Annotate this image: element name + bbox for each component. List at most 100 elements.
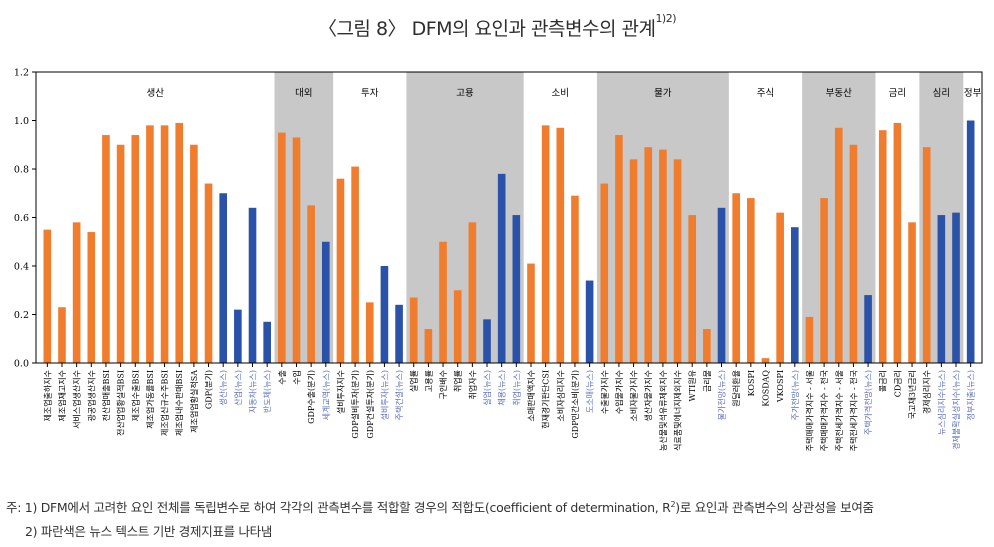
bar-16 — [278, 132, 286, 363]
bar-21 — [351, 166, 359, 363]
bar-26 — [424, 329, 433, 363]
bar-6 — [131, 135, 140, 363]
x-tick-label-61: 뉴스심리지수(뉴스) — [936, 370, 946, 435]
bar-63 — [966, 120, 975, 363]
bar-45 — [703, 329, 711, 363]
bar-28 — [453, 290, 462, 363]
x-tick-label-29: 취업자수 — [468, 370, 477, 399]
x-tick-label-21: GDP설비투자(분기) — [350, 370, 360, 439]
x-tick-label-23: 설비투자(뉴스) — [379, 370, 389, 420]
bar-0 — [43, 229, 52, 363]
group-label-4: 소비 — [552, 88, 569, 99]
x-tick-label-47: 원달러환율 — [731, 370, 741, 407]
x-tick-label-7: 제조업가동률BSI — [146, 370, 155, 429]
bar-38 — [600, 183, 609, 363]
bar-31 — [497, 173, 506, 363]
bar-27 — [439, 241, 447, 363]
x-tick-label-41: 생산자물가지수 — [643, 370, 653, 422]
bar-56 — [864, 295, 872, 363]
bar-51 — [790, 227, 799, 363]
x-tick-label-26: 고용률 — [424, 370, 433, 392]
bar-20 — [336, 178, 345, 363]
x-tick-label-43: 식료품및에너지제외지수 — [673, 370, 683, 451]
x-tick-label-51: 주가전망(뉴스) — [790, 370, 800, 420]
bar-61 — [937, 215, 946, 363]
x-tick-label-52: 주택매매가격지수 - 서울 — [804, 370, 814, 451]
x-tick-label-56: 주택가격전망(뉴스) — [863, 370, 873, 435]
x-tick-label-57: 콜금리 — [879, 370, 888, 392]
bar-14 — [248, 207, 257, 363]
x-tick-label-8: 제조업신규수주BSI — [161, 370, 170, 436]
bar-44 — [688, 215, 697, 363]
bar-52 — [805, 316, 814, 363]
bar-54 — [834, 127, 843, 364]
footnote-1-sup: 2 — [670, 499, 676, 509]
x-tick-label-2: 서비스업생산지수 — [72, 370, 82, 429]
group-label-7: 부동산 — [826, 88, 852, 99]
x-tick-label-9: 제조업내수판매BSI — [175, 370, 184, 436]
x-tick-label-3: 광공업생산지수 — [86, 370, 96, 422]
bar-12 — [219, 193, 228, 363]
x-tick-label-46: 물가전망(뉴스) — [717, 370, 727, 420]
bar-25 — [409, 297, 418, 363]
x-tick-label-48: KOSPI — [747, 370, 756, 396]
bar-57 — [878, 130, 887, 363]
x-tick-label-5: 전산업업황실적BSI — [116, 370, 126, 436]
group-label-9: 심리 — [933, 88, 950, 99]
bar-46 — [717, 207, 726, 363]
bar-18 — [307, 205, 315, 363]
x-tick-label-20: 설비투자지수 — [335, 370, 345, 414]
y-tick-label-3: 0.6 — [14, 213, 29, 224]
y-tick-label-6: 1.2 — [14, 68, 29, 79]
bar-19 — [321, 241, 330, 363]
y-tick-label-5: 1.0 — [14, 116, 29, 127]
bar-8 — [160, 125, 169, 363]
x-tick-label-38: 수출물가지수 — [599, 370, 609, 414]
x-tick-label-0: 제조업출하지수 — [42, 370, 52, 422]
x-tick-label-62: 경제불확실성지수(뉴스) — [951, 370, 961, 450]
x-tick-label-14: 자동차(뉴스) — [249, 370, 258, 413]
bar-33 — [527, 263, 535, 363]
bar-3 — [87, 232, 96, 363]
bar-49 — [761, 358, 770, 363]
x-tick-label-58: CD금리 — [893, 370, 902, 397]
bar-32 — [512, 215, 521, 363]
bar-47 — [732, 193, 740, 363]
x-tick-label-40: 소비자물가지수 — [630, 370, 639, 422]
x-tick-label-18: GDP수출(분기) — [306, 370, 316, 424]
bar-30 — [483, 319, 491, 363]
bar-55 — [849, 144, 858, 363]
x-tick-label-16: 수출 — [277, 370, 287, 385]
bar-48 — [747, 198, 755, 363]
x-tick-label-28: 취업률 — [454, 370, 463, 392]
x-tick-label-12: 생산(뉴스) — [218, 370, 228, 406]
x-tick-label-39: 수입물가지수 — [615, 370, 624, 414]
x-tick-label-17: 수입 — [292, 370, 301, 385]
x-tick-label-31: 채용(뉴스) — [497, 370, 507, 406]
group-label-6: 주식 — [757, 88, 774, 99]
x-tick-label-13: 산업(뉴스) — [233, 370, 243, 406]
x-tick-label-54: 주택전세가격지수 - 서울 — [834, 370, 844, 451]
x-tick-label-24: 주택건설(뉴스) — [394, 370, 404, 420]
bar-41 — [644, 147, 653, 363]
y-tick-label-0: 0.0 — [14, 359, 29, 370]
bar-9 — [175, 122, 184, 363]
bar-50 — [776, 212, 784, 363]
bar-42 — [659, 149, 667, 363]
x-tick-label-4: 전산업매출BSI — [101, 370, 111, 421]
bar-29 — [468, 222, 477, 363]
group-label-5: 물가 — [654, 88, 672, 99]
x-tick-label-33: 소매판매액지수 — [526, 370, 536, 422]
x-tick-label-6: 제조업수출BSI — [130, 370, 140, 421]
bar-4 — [102, 135, 110, 363]
footnote-1: 주: 1) DFM에서 고려한 요인 전체를 독립변수로 하여 각각의 관측변수… — [6, 497, 874, 516]
footnote-1-prefix: 주: 1) DFM에서 고려한 요인 전체를 독립변수로 하여 각각의 관측변수… — [6, 500, 671, 515]
bar-62 — [952, 212, 960, 363]
x-tick-label-30: 실업(뉴스) — [482, 370, 492, 406]
x-tick-label-53: 주택매매가격지수 - 전국 — [819, 370, 829, 451]
footnote-2: 2) 파란색은 뉴스 텍스트 기반 경제지표를 나타냄 — [25, 524, 273, 539]
x-tick-label-42: 농산물및석유류제외지수 — [658, 370, 668, 451]
bar-10 — [190, 144, 198, 363]
footnote-1-suffix: )로 요인과 관측변수의 상관성을 보여줌 — [675, 500, 874, 515]
x-tick-label-36: GDP민간소비(분기) — [570, 370, 580, 439]
